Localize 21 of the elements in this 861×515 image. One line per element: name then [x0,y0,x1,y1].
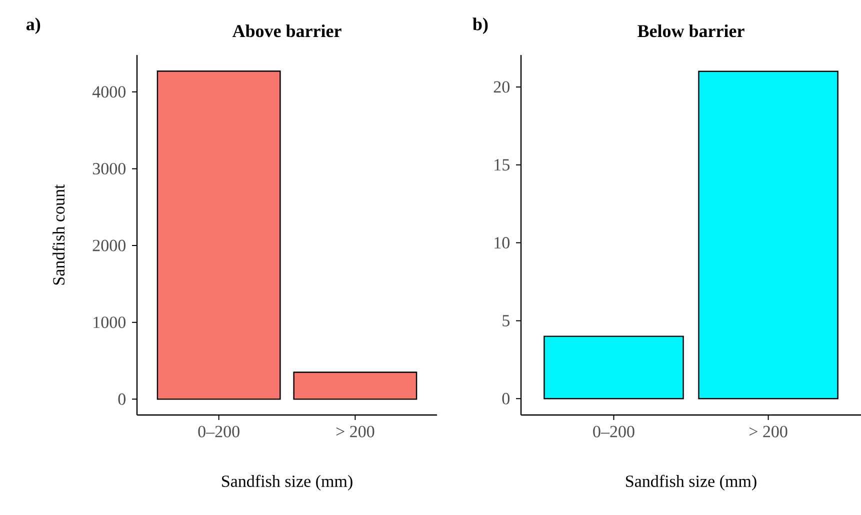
text: b) [472,18,488,34]
chart-title: Above barrier [232,24,342,38]
y-tick-label: 15 [494,159,510,171]
x-tick-label: > 200 [336,426,374,438]
y-tick-label: 5 [502,315,510,326]
y-tick-label: 0 [502,392,510,404]
y-tick-label: 1000 [94,316,126,328]
y-axis-title: Sandfish count [52,184,65,285]
chart-title: Below barrier [638,24,744,38]
x-axis-title: Sandfish size (mm) [626,474,756,490]
x-axis-title: Sandfish size (mm) [222,474,352,490]
y-tick-label: 20 [494,81,510,93]
x-tick-label: 0–200 [593,426,634,438]
y-tick-label: 0 [118,393,126,405]
y-tick-label: 2000 [92,240,126,252]
x-tick-label: 0–200 [198,426,240,438]
x-tick-label: > 200 [749,426,788,438]
y-tick-label: 3000 [92,162,126,174]
text: a) [26,18,40,34]
y-tick-label: 4000 [92,86,126,98]
y-tick-label: 10 [494,237,510,249]
